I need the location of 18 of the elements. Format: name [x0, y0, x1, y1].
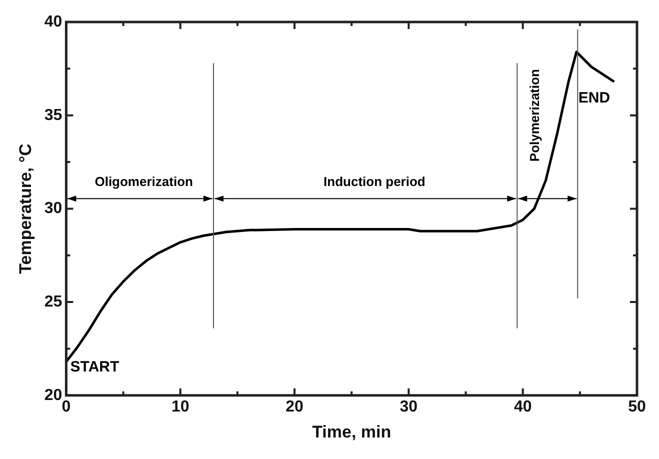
y-tick-label: 20 [44, 386, 62, 404]
annotation: Oligomerization [94, 174, 193, 189]
annotation: START [70, 358, 120, 376]
x-tick-label: 10 [171, 398, 190, 416]
annotation: END [578, 90, 610, 107]
x-tick-label: 20 [286, 398, 304, 416]
x-tick-label: 0 [62, 398, 71, 416]
y-tick-label: 40 [44, 13, 62, 30]
y-tick-label: 25 [44, 293, 62, 310]
x-axis-title: Time, min [312, 422, 392, 442]
annotation: Polymerization [526, 69, 542, 162]
x-tick-label: 40 [514, 398, 532, 416]
annotation: Induction period [324, 174, 426, 189]
y-tick-label: 35 [44, 106, 62, 124]
x-tick-label: 50 [628, 398, 646, 416]
x-tick-label: 30 [400, 398, 418, 416]
y-axis-title: Temperature, °C [16, 144, 35, 274]
y-tick-label: 30 [44, 200, 62, 218]
